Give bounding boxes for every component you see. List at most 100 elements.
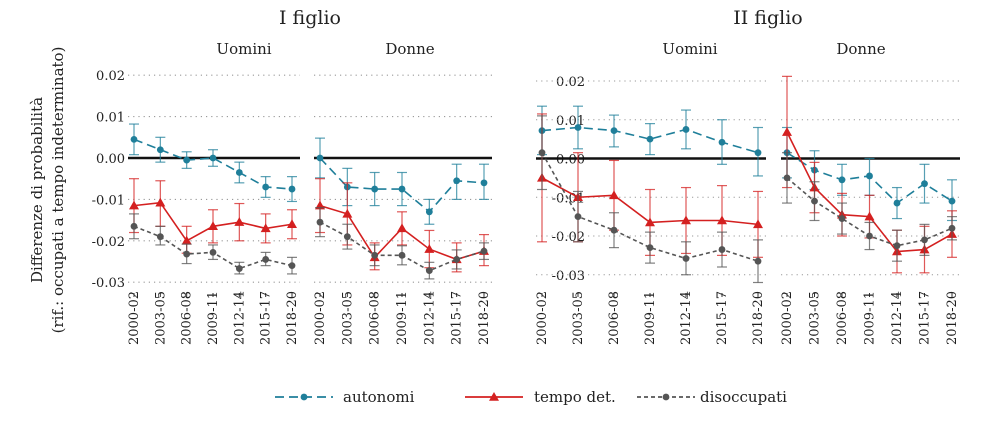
y-tick-label: 0.00: [96, 152, 125, 167]
facet-title: Uomini: [662, 40, 717, 58]
data-point: [209, 248, 217, 256]
data-point: [838, 176, 846, 184]
x-tick-label: 2003-05: [340, 291, 355, 345]
data-point: [316, 154, 324, 162]
data-point: [718, 138, 726, 146]
data-point: [398, 185, 406, 193]
data-point: [287, 219, 297, 228]
x-tick-label: 2015-17: [450, 291, 465, 345]
data-point: [235, 265, 243, 272]
data-point: [480, 179, 488, 187]
x-tick-label: 2006-08: [835, 291, 850, 345]
data-point: [343, 233, 351, 241]
y-axis-label-line2: (rif.: occupati a tempo indeterminato): [49, 47, 67, 334]
y-tick-label: -0.01: [92, 193, 125, 208]
x-tick-label: 2015-17: [715, 291, 730, 345]
data-point: [371, 251, 379, 259]
y-tick-label: -0.03: [92, 276, 125, 291]
data-point: [288, 262, 296, 270]
x-tick-label: 2009-11: [643, 291, 658, 345]
data-point: [425, 267, 433, 275]
legend-item-tempo: tempo det.: [465, 388, 616, 406]
x-tick-label: 2003-05: [571, 291, 586, 345]
legend-marker: [662, 393, 670, 401]
x-tick-label: 2006-08: [368, 291, 383, 345]
legend-item-disoc: disoccupati: [637, 388, 787, 406]
data-point: [262, 183, 270, 191]
y-tick-label: -0.02: [92, 235, 125, 250]
data-point: [397, 223, 407, 233]
data-point: [610, 127, 618, 134]
x-tick-label: 2000-02: [313, 291, 328, 345]
group-2: II figlio0.020.010.00-0.01-0.02-0.03Uomi…: [535, 7, 960, 345]
facet-title: Uomini: [216, 40, 271, 58]
legend-label: tempo det.: [534, 388, 616, 406]
data-point: [893, 199, 901, 207]
data-point: [782, 127, 792, 136]
x-tick-label: 2018-20: [945, 291, 960, 345]
y-tick-label: -0.02: [552, 230, 585, 245]
x-tick-label: 2006-08: [607, 291, 622, 345]
x-tick-label: 2012-14: [232, 291, 247, 345]
data-point: [609, 190, 619, 200]
data-point: [754, 257, 762, 265]
data-point: [156, 233, 164, 241]
group-1: I figlio0.020.010.00-0.01-0.02-0.03Uomin…: [92, 7, 492, 345]
x-tick-label: 2015-17: [259, 291, 274, 345]
data-point: [646, 244, 654, 252]
data-point: [208, 221, 218, 231]
data-point: [480, 247, 488, 255]
x-tick-label: 2015-17: [918, 291, 933, 345]
legend-label: autonomi: [343, 388, 415, 406]
data-point: [425, 208, 433, 216]
data-point: [398, 251, 406, 259]
series-autonomi: [129, 123, 297, 203]
data-point: [921, 236, 928, 244]
legend-label: disoccupati: [700, 388, 787, 406]
panel-uomini: Uomini 2000-02 2003-05 2006-08 2009-11 2012-1…: [127, 40, 300, 345]
data-point: [130, 222, 138, 230]
y-tick-label: 0.02: [556, 75, 585, 90]
x-tick-label: 2003-05: [808, 291, 823, 345]
panel-donne: Donne 2000-02 2003-05 2006-08 2009-11 2012-14…: [780, 40, 960, 345]
series-disoc: [129, 213, 297, 275]
x-tick-label: 2009-11: [863, 291, 878, 345]
data-point: [754, 149, 762, 157]
data-point: [948, 197, 956, 205]
data-point: [209, 154, 217, 162]
facet-title: Donne: [385, 40, 434, 58]
data-point: [262, 256, 270, 263]
series-disoc: [315, 207, 489, 280]
y-axis-label: Differenze di probabilità (rif.: occupat…: [28, 47, 67, 334]
y-tick-label: 0.01: [96, 111, 125, 126]
legend: autonomi tempo det. disoccupati: [275, 388, 787, 406]
data-point: [645, 217, 655, 227]
x-tick-label: 2003-05: [153, 291, 168, 345]
data-point: [288, 185, 296, 193]
group-title: II figlio: [733, 7, 802, 29]
data-point: [183, 250, 191, 258]
data-point: [156, 146, 164, 154]
data-point: [783, 174, 791, 182]
data-point: [866, 232, 873, 240]
x-tick-label: 2018-20: [477, 291, 492, 345]
series-tempo: [129, 178, 297, 254]
x-tick-label: 2018-20: [751, 291, 766, 345]
data-point: [811, 197, 818, 205]
data-point: [864, 211, 875, 221]
data-point: [574, 124, 582, 131]
data-point: [646, 135, 654, 143]
series-disoc: [537, 115, 763, 284]
data-point: [574, 213, 582, 221]
data-point: [682, 126, 690, 133]
data-point: [453, 256, 461, 263]
data-point: [183, 156, 191, 164]
x-tick-label: 2000-02: [127, 291, 142, 345]
x-tick-label: 2006-08: [180, 291, 195, 345]
data-point: [681, 215, 691, 225]
plot-area: I figlio0.020.010.00-0.01-0.02-0.03Uomin…: [92, 7, 960, 345]
y-tick-label: -0.03: [552, 269, 585, 284]
y-tick-label: 0.02: [96, 69, 125, 84]
data-point: [948, 224, 956, 232]
